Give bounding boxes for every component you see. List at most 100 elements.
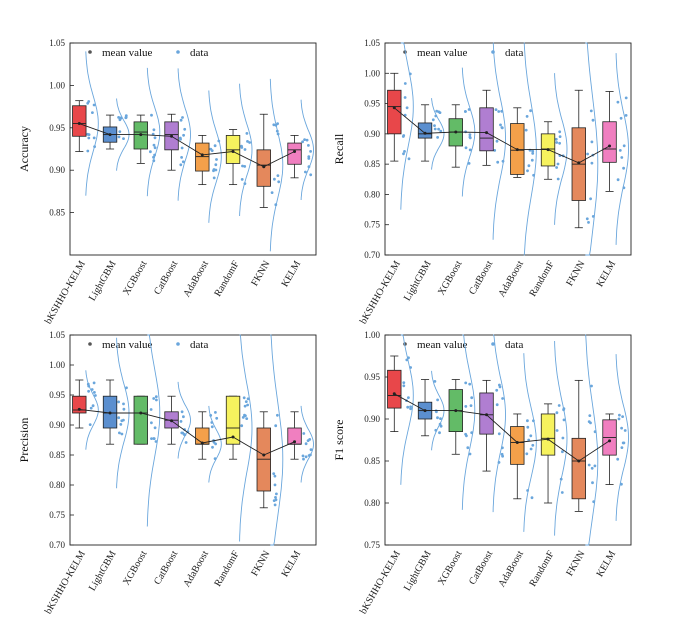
data-point <box>152 159 156 163</box>
data-point <box>589 197 592 201</box>
data-point <box>407 356 410 360</box>
data-point <box>494 108 498 111</box>
data-point <box>616 457 620 461</box>
data-point <box>591 215 595 218</box>
data-point <box>587 221 590 224</box>
y-tick-label: 0.90 <box>364 414 380 424</box>
mean-marker <box>231 435 235 439</box>
data-point <box>469 404 473 407</box>
data-point <box>619 116 623 120</box>
y-tick-label: 0.75 <box>364 220 380 230</box>
legend-data-label: data <box>505 47 523 59</box>
mean-line <box>394 107 610 164</box>
legend-data-marker <box>176 342 180 346</box>
category-label: CatBoost <box>467 259 495 297</box>
data-point <box>587 420 591 423</box>
data-point <box>273 474 277 478</box>
data-point <box>621 441 625 445</box>
data-point <box>245 132 249 135</box>
data-point <box>119 116 123 120</box>
plot-frame <box>69 42 317 256</box>
data-point <box>180 146 184 150</box>
category-label: KELM <box>280 259 304 289</box>
data-point <box>495 403 499 407</box>
data-point <box>433 124 436 127</box>
y-tick-label: 0.85 <box>49 208 65 218</box>
category-label: KELM <box>595 259 619 289</box>
data-point <box>467 108 471 111</box>
chart-panel-3: 0.70 0.75 0.80 0.85 0.90 0.95 1.00 1.05 Precisio… <box>17 330 317 616</box>
data-point <box>436 136 439 139</box>
box-bKSHHO-KELM <box>72 105 87 137</box>
data-point <box>179 420 183 423</box>
data-point <box>181 116 184 119</box>
data-point <box>501 446 504 450</box>
data-point <box>154 440 158 443</box>
data-point <box>620 446 624 449</box>
category-label: RandomF <box>527 259 556 299</box>
density-curve <box>208 405 222 483</box>
data-point <box>178 136 182 140</box>
data-point <box>409 366 412 369</box>
y-tick-label: 1.00 <box>49 360 65 370</box>
data-point <box>586 152 589 156</box>
mean-marker <box>392 392 396 396</box>
category-label: FKNN <box>564 549 587 578</box>
data-point <box>243 182 247 186</box>
box-RandomF <box>540 413 556 456</box>
data-point <box>307 165 311 169</box>
mean-marker <box>485 413 489 417</box>
y-tick-label: 0.95 <box>364 372 380 382</box>
y-tick-label: 1.00 <box>364 68 380 78</box>
data-point <box>210 425 214 429</box>
data-point <box>149 150 152 154</box>
data-point <box>556 162 560 166</box>
mean-marker <box>170 419 174 423</box>
y-tick-label: 0.80 <box>49 480 65 490</box>
data-point <box>246 397 250 401</box>
data-point <box>212 440 216 444</box>
category-label: AdaBoost <box>181 259 211 299</box>
data-point <box>305 138 309 142</box>
category-label: LightGBM <box>402 259 434 303</box>
legend-data-marker <box>176 50 180 54</box>
data-point <box>556 177 560 181</box>
data-point <box>154 395 158 399</box>
density-curve <box>615 354 629 521</box>
data-point <box>468 133 472 137</box>
data-point <box>307 144 310 147</box>
data-point <box>403 82 407 85</box>
data-point <box>86 132 90 136</box>
mean-line <box>79 123 295 168</box>
y-tick-label: 0.95 <box>364 99 380 109</box>
mean-marker <box>515 148 519 152</box>
data-point <box>241 164 244 168</box>
data-point <box>526 489 529 492</box>
box-bKSHHO-KELM <box>387 369 402 409</box>
data-point <box>309 150 312 153</box>
density-curve <box>300 99 314 201</box>
y-tick-label: 0.95 <box>49 123 65 133</box>
density-curve <box>146 334 161 527</box>
plot-frame <box>384 334 632 546</box>
density-curve <box>85 51 99 196</box>
data-point <box>616 178 620 182</box>
data-point <box>309 453 312 457</box>
y-tick-label: 0.80 <box>364 189 380 199</box>
data-point <box>526 425 530 429</box>
density-curve <box>208 90 222 223</box>
density-curve <box>269 78 284 252</box>
category-label: KELM <box>280 549 304 579</box>
data-point <box>557 404 561 407</box>
data-point <box>560 491 564 494</box>
data-point <box>180 410 184 414</box>
data-point <box>405 358 409 362</box>
data-point <box>179 118 183 122</box>
density-curve <box>461 334 476 510</box>
box-CatBoost <box>479 107 494 152</box>
data-point <box>153 146 157 150</box>
data-point <box>590 384 593 388</box>
data-point <box>433 127 437 131</box>
data-point <box>125 386 128 390</box>
chart-panel-2: 0.70 0.75 0.80 0.85 0.90 0.95 1.00 1.05 Recall me… <box>332 38 632 326</box>
